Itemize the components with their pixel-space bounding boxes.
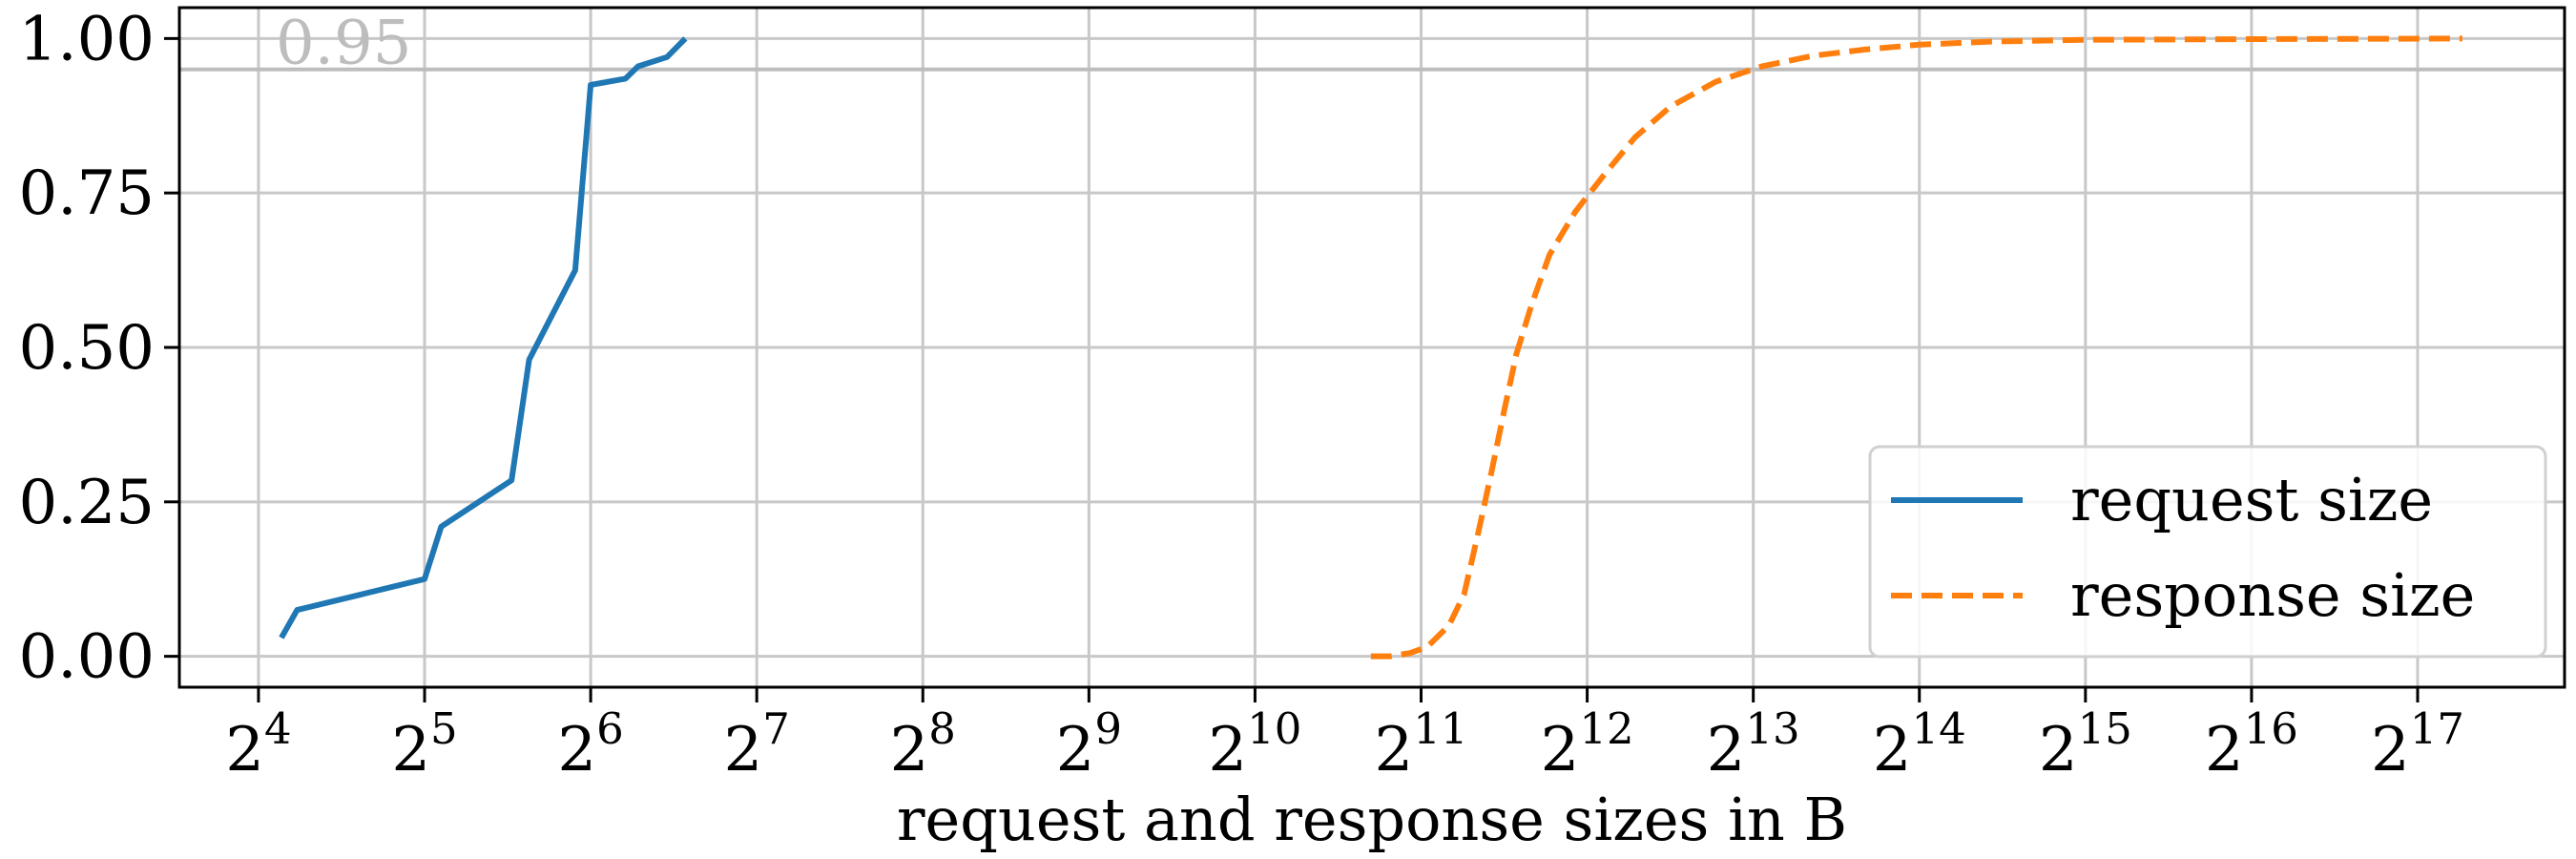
x-tick-label: 213 [1707,703,1800,786]
x-tick-base: 2 [2371,715,2410,786]
x-tick-exponent: 17 [2410,703,2464,754]
x-tick-base: 2 [890,715,929,786]
x-tick-base: 2 [1541,715,1580,786]
y-tick-label: 1.00 [19,4,156,74]
x-tick-exponent: 14 [1911,703,1965,754]
x-tick-exponent: 4 [264,703,292,754]
legend: request size response size [1868,445,2547,659]
x-tick-exponent: 8 [928,703,956,754]
x-tick-base: 2 [724,715,763,786]
x-tick-label: 28 [890,703,956,786]
series-line-2 [1370,35,2462,660]
x-tick-base: 2 [2205,715,2244,786]
legend-label-1: request size [2070,465,2433,534]
x-tick-exponent: 10 [1247,703,1301,754]
x-tick-base: 2 [225,715,264,786]
x-tick-exponent: 12 [1579,703,1633,754]
x-tick-exponent: 9 [1094,703,1122,754]
y-tick-label: 0.50 [19,313,156,384]
x-tick-label: 211 [1375,703,1468,786]
x-tick-label: 212 [1541,703,1634,786]
x-tick-exponent: 7 [762,703,790,754]
series-group [279,35,2462,660]
x-tick-base: 2 [1056,715,1095,786]
legend-label-2: response size [2070,560,2475,630]
x-tick-base: 2 [1208,715,1247,786]
x-tick-exponent: 5 [430,703,458,754]
x-tick-base: 2 [2039,715,2078,786]
axis-ticks: 24 25 26 27 28 29 210 211 212 213 214 215 216 2170.00… [19,4,2464,786]
x-tick-exponent: 11 [1413,703,1467,754]
x-tick-label: 29 [1056,703,1122,786]
x-tick-label: 215 [2039,703,2132,786]
x-axis-label: request and response sizes in B [897,785,1847,854]
x-tick-base: 2 [391,715,430,786]
x-tick-label: 217 [2371,703,2464,786]
series-line-1 [279,36,688,639]
reference-line-group: 0.95 [179,9,2565,79]
x-tick-label: 27 [724,703,790,786]
x-tick-label: 24 [225,703,291,786]
reference-line-label: 0.95 [276,9,412,79]
y-tick-label: 0.00 [19,622,156,693]
y-tick-label: 0.75 [19,158,156,229]
x-tick-label: 26 [557,703,623,786]
legend-box [1868,445,2547,659]
x-tick-label: 214 [1873,703,1966,786]
x-tick-exponent: 6 [596,703,624,754]
x-tick-base: 2 [1375,715,1414,786]
x-tick-exponent: 15 [2078,703,2132,754]
y-tick-label: 0.25 [19,468,156,538]
x-tick-label: 25 [391,703,457,786]
x-tick-base: 2 [1873,715,1912,786]
x-tick-base: 2 [557,715,596,786]
x-tick-label: 216 [2205,703,2298,786]
x-tick-exponent: 16 [2244,703,2298,754]
x-tick-base: 2 [1707,715,1746,786]
x-tick-label: 210 [1208,703,1301,786]
x-tick-exponent: 13 [1745,703,1799,754]
